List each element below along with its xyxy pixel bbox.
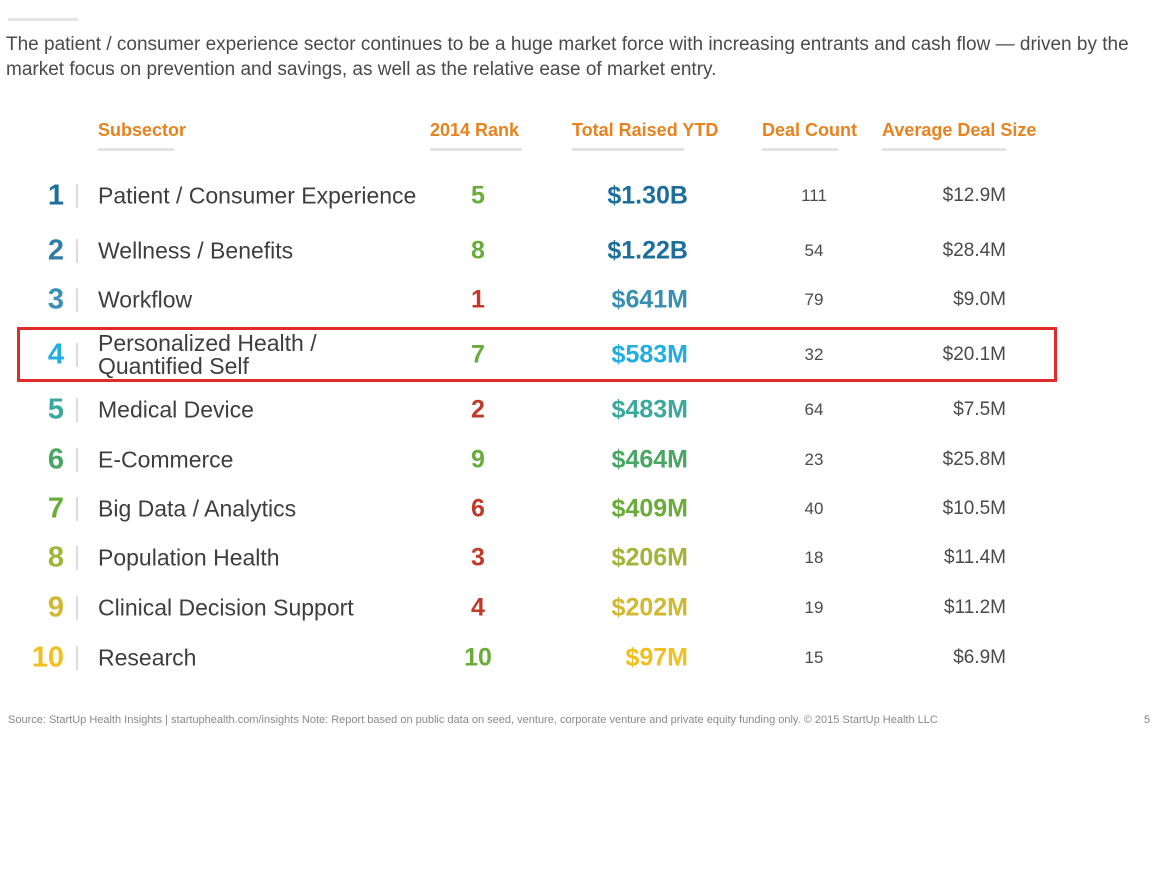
total-raised-value: $202M [611,593,688,622]
title-underline [8,18,78,21]
highlight-box [17,327,1057,382]
deal-count-value: 54 [804,241,824,260]
subsector-name: Big Data / Analytics [98,495,297,522]
subsector-name: Patient / Consumer Experience [98,182,417,209]
row-number: 1 [47,179,64,212]
row-divider [76,288,78,312]
average-deal-size-value: $20.1M [942,344,1006,365]
table-row: 1 Patient / Consumer Experience 5 $1.30B… [0,171,1163,221]
average-deal-size-value: $10.5M [942,498,1006,519]
average-deal-size-value: $7.5M [953,399,1006,420]
deal-count-value: 32 [804,345,824,364]
deal-count-value: 64 [804,400,824,419]
header-2014-rank: 2014 Rank [430,120,522,151]
row-number: 7 [47,492,64,525]
total-raised-value: $1.30B [607,181,688,210]
rank-value: 3 [471,543,485,572]
table-row: 3 Workflow 1 $641M 79 $9.0M [0,275,1163,325]
total-raised-value: $409M [611,494,688,523]
row-number: 10 [31,641,64,674]
subsector-name: Medical Device [98,396,254,423]
average-deal-size-value: $6.9M [953,647,1006,668]
deal-count-value: 23 [804,450,824,469]
row-number: 4 [47,338,64,371]
table-row: 5 Medical Device 2 $483M 64 $7.5M [0,385,1163,435]
table-row: 9 Clinical Decision Support 4 $202M 19 $… [0,583,1163,633]
average-deal-size-value: $9.0M [953,289,1006,310]
table-row: 10 Research 10 $97M 15 $6.9M [0,633,1163,683]
row-divider [76,596,78,620]
average-deal-size-value: $25.8M [942,449,1006,470]
table-row: 7 Big Data / Analytics 6 $409M 40 $10.5M [0,484,1163,534]
average-deal-size-value: $11.4M [944,547,1006,568]
intro-paragraph: The patient / consumer experience sector… [6,34,1129,80]
deal-count-value: 40 [804,499,824,518]
source-note: Source: StartUp Health Insights | startu… [8,714,938,726]
total-raised-value: $206M [611,543,688,572]
subsector-name: E-Commerce [98,446,234,473]
row-divider [76,343,78,367]
row-number: 6 [47,443,64,476]
row-divider [76,448,78,472]
row-divider [76,646,78,670]
page-number: 5 [1144,714,1151,726]
subsector-name: Wellness / Benefits [98,237,294,264]
average-deal-size-value: $11.2M [944,597,1006,618]
table-row: 8 Population Health 3 $206M 18 $11.4M [0,533,1163,583]
total-raised-value: $583M [611,340,688,369]
table-row-highlighted: 4 Personalized Health / Quantified Self … [0,330,1163,380]
header-deal-count: Deal Count [762,120,857,151]
header-total-raised: Total Raised YTD [572,120,718,151]
deal-count-value: 111 [801,186,827,205]
deal-count-value: 79 [804,290,824,309]
subsector-name: Workflow [98,286,193,313]
row-divider [76,546,78,570]
rank-value: 9 [471,445,485,474]
row-number: 2 [47,234,64,267]
total-raised-value: $483M [611,395,688,424]
average-deal-size-value: $28.4M [942,240,1006,261]
average-deal-size-value: $12.9M [942,185,1006,206]
header-subsector: Subsector [98,120,186,151]
row-number: 8 [47,541,64,574]
table-row: 2 Wellness / Benefits 8 $1.22B 54 $28.4M [0,226,1163,276]
deal-count-value: 15 [804,648,824,667]
rank-value: 1 [471,285,485,314]
total-raised-value: $641M [611,285,688,314]
row-divider [76,239,78,263]
row-divider [76,398,78,422]
rank-value: 10 [464,643,492,672]
total-raised-value: $1.22B [607,236,688,265]
row-number: 3 [47,283,64,316]
rank-value: 5 [471,181,485,210]
total-raised-value: $97M [625,643,688,672]
row-divider [76,497,78,521]
rank-value: 4 [471,593,485,622]
rank-value: 8 [471,236,485,265]
deal-count-value: 18 [804,548,824,567]
header-average-deal-size: Average Deal Size [882,120,1036,151]
subsector-name: Population Health [98,544,280,571]
subsector-name: Clinical Decision Support [98,594,354,621]
table-row: 6 E-Commerce 9 $464M 23 $25.8M [0,435,1163,485]
row-number: 9 [47,591,64,624]
rank-value: 7 [471,340,485,369]
total-raised-value: $464M [611,445,688,474]
rank-value: 2 [471,395,485,424]
subsector-name: Personalized Health / Quantified Self [98,330,317,379]
subsector-name: Research [98,644,197,671]
row-number: 5 [47,393,64,426]
deal-count-value: 19 [804,598,824,617]
rank-value: 6 [471,494,485,523]
row-divider [76,184,78,208]
